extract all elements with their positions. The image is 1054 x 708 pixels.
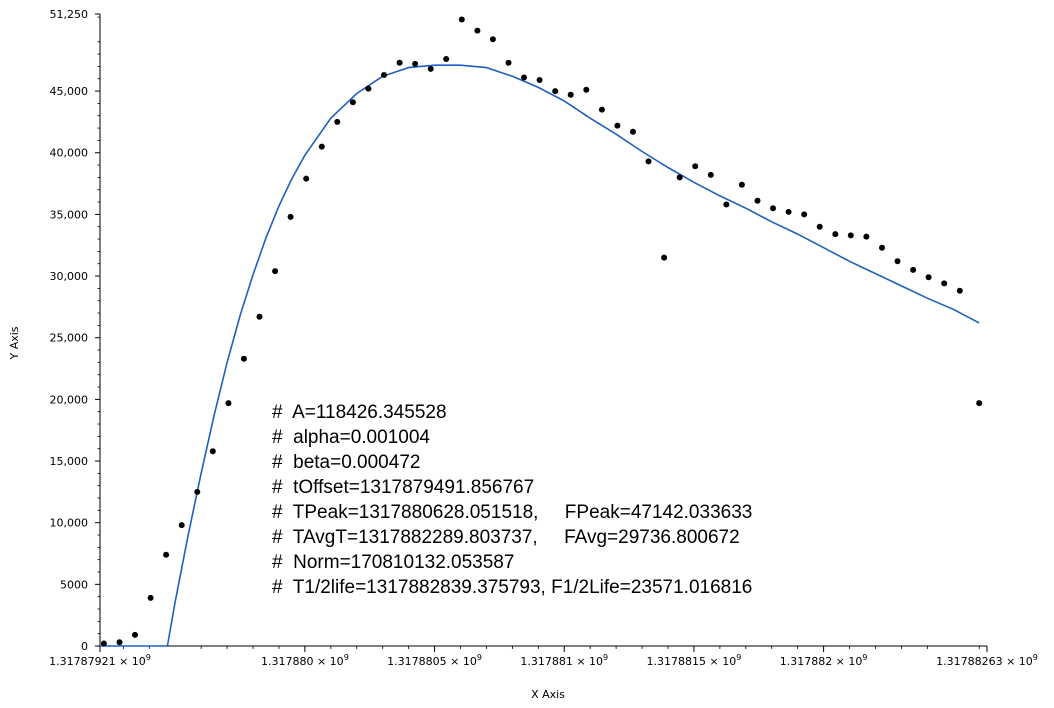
data-point — [209, 448, 216, 455]
x-axis-ticks: 1.31787921 × 109 1.317880 × 109 1.3178805 … — [49, 646, 1038, 668]
data-point — [194, 488, 201, 495]
axes — [99, 14, 987, 647]
y-tick-label: 5000 — [60, 578, 88, 591]
data-point — [738, 181, 745, 188]
data-point — [489, 36, 496, 43]
annotation-line: # Norm=170810132.053587 — [272, 552, 514, 573]
data-point — [318, 143, 325, 150]
data-point — [863, 233, 870, 240]
x-tick-label: 1.3178805 × 109 — [387, 653, 482, 668]
data-point — [100, 640, 107, 647]
data-point — [474, 27, 481, 34]
data-point — [645, 158, 652, 165]
data-point — [365, 85, 372, 92]
data-point — [583, 86, 590, 93]
data-point — [770, 205, 776, 212]
data-point — [427, 65, 434, 72]
y-axis-title: Y Axis — [8, 326, 21, 360]
data-point — [894, 258, 901, 265]
y-tick-label: 45,000 — [50, 85, 89, 98]
y-tick-label: 15,000 — [50, 455, 89, 468]
data-point — [552, 88, 559, 95]
data-point — [412, 60, 419, 67]
data-point — [832, 231, 839, 238]
annotation-block: # A=118426.345528 # alpha=0.001004 # beta=… — [272, 402, 752, 598]
data-point — [707, 171, 714, 178]
y-tick-label: 0 — [81, 640, 88, 653]
data-point — [396, 59, 403, 66]
data-point — [941, 280, 948, 287]
data-point — [956, 287, 963, 294]
x-tick-label: 1.31787921 × 109 — [49, 653, 151, 668]
y-axis-ticks: 0 5000 10,000 15,000 20,000 25,000 30,000 35,00… — [50, 8, 100, 653]
data-point — [976, 400, 983, 407]
data-point — [614, 122, 621, 129]
data-point — [458, 16, 465, 23]
data-point — [178, 522, 185, 529]
annotation-line: # TAvgT=1317882289.803737, FAvg=29736.80… — [272, 527, 740, 548]
data-point — [692, 163, 699, 170]
annotation-line: # A=118426.345528 — [272, 402, 447, 423]
x-tick-label: 1.317880 × 109 — [261, 653, 349, 668]
data-point — [847, 232, 854, 239]
data-points-layer — [100, 16, 983, 647]
annotation-line: # alpha=0.001004 — [272, 427, 430, 448]
data-point — [567, 91, 574, 98]
data-point — [132, 631, 138, 638]
y-tick-label: 35,000 — [50, 208, 89, 221]
data-point — [879, 244, 885, 251]
y-tick-label: 51,250 — [50, 8, 89, 21]
data-point — [910, 266, 917, 273]
data-point — [349, 99, 356, 106]
data-point — [256, 313, 263, 320]
data-point — [240, 355, 247, 362]
data-point — [816, 223, 823, 230]
y-tick-label: 25,000 — [50, 332, 89, 345]
data-point — [116, 639, 123, 646]
annotation-line: # TPeak=1317880628.051518, FPeak=47142.0… — [272, 502, 752, 523]
data-point — [163, 551, 170, 558]
data-point — [303, 175, 310, 182]
data-point — [661, 254, 668, 261]
y-tick-label: 40,000 — [50, 147, 89, 160]
data-point — [287, 213, 294, 220]
data-point — [785, 208, 792, 215]
annotation-line: # T1/2life=1317882839.375793, F1/2Life=2… — [272, 577, 752, 598]
data-point — [536, 77, 543, 83]
x-tick-label: 1.31788263 × 109 — [936, 653, 1038, 668]
data-point — [443, 56, 450, 62]
data-point — [505, 59, 512, 66]
annotation-line: # tOffset=1317879491.856767 — [272, 477, 534, 498]
y-tick-label: 20,000 — [50, 393, 89, 406]
x-tick-label: 1.3178815 × 109 — [647, 653, 742, 668]
data-point — [925, 274, 932, 281]
fit-curve — [100, 64, 980, 647]
data-point — [630, 128, 636, 135]
data-point — [334, 118, 341, 125]
data-point — [147, 594, 154, 601]
data-point — [521, 74, 527, 81]
data-point — [676, 174, 683, 181]
data-point — [272, 268, 279, 275]
data-point — [801, 211, 808, 218]
data-point — [381, 72, 387, 78]
y-tick-label: 10,000 — [50, 517, 89, 530]
annotation-line: # beta=0.000472 — [272, 452, 420, 473]
data-point — [598, 106, 605, 113]
x-tick-label: 1.317882 × 109 — [780, 653, 868, 668]
data-point — [225, 400, 232, 407]
y-tick-label: 30,000 — [50, 270, 89, 283]
data-point — [754, 197, 761, 204]
x-axis-title: X Axis — [531, 688, 565, 701]
data-point — [723, 201, 730, 208]
fit-curve-layer — [100, 64, 980, 647]
x-tick-label: 1.317881 × 109 — [520, 653, 608, 668]
